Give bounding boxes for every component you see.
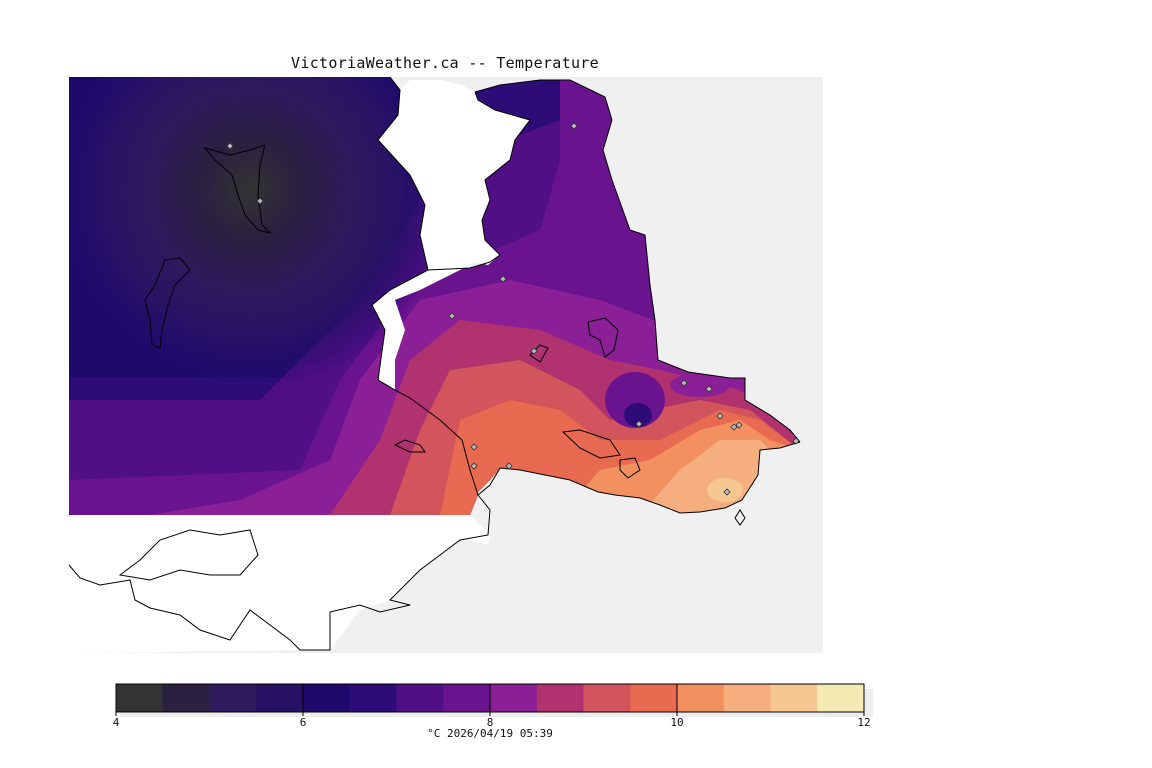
temperature-field: [69, 77, 800, 515]
scale-band: [209, 684, 257, 712]
station-marker: [730, 423, 738, 431]
scale-band: [256, 684, 304, 712]
station-marker: [792, 437, 800, 445]
scale-tick-label: 6: [299, 716, 307, 729]
station-marker: [680, 379, 688, 387]
station-marker: [530, 347, 538, 355]
scale-band: [490, 684, 538, 712]
station-marker: [256, 197, 264, 205]
station-marker: [499, 275, 507, 283]
scale-tick-label: 12: [857, 716, 871, 729]
station-marker: [705, 385, 713, 393]
scale-tick-label: 4: [112, 716, 120, 729]
scale-band: [723, 684, 771, 712]
scale-tick-label: 10: [670, 716, 684, 729]
station-marker: [470, 443, 478, 451]
scale-caption: °C 2026/04/19 05:39: [427, 727, 553, 740]
station-marker: [635, 420, 643, 428]
scale-band: [303, 684, 351, 712]
station-markers: [226, 122, 800, 496]
scale-band: [677, 684, 725, 712]
station-marker: [226, 142, 234, 150]
water-area: [69, 515, 490, 653]
scale-tick-label: 8: [486, 716, 494, 729]
scale-band: [817, 684, 865, 712]
scale-band: [349, 684, 397, 712]
scale-band: [162, 684, 210, 712]
station-marker: [570, 122, 578, 130]
coastlines: [68, 76, 801, 651]
station-marker: [470, 462, 478, 470]
station-marker: [448, 312, 456, 320]
station-marker: [735, 421, 743, 429]
station-marker: [716, 412, 724, 420]
scale-band: [396, 684, 444, 712]
scale-band: [443, 684, 491, 712]
station-marker: [505, 462, 513, 470]
map-title: VictoriaWeather.ca -- Temperature: [291, 54, 599, 72]
scale-band: [583, 684, 631, 712]
scale-band: [116, 684, 164, 712]
station-marker: [723, 488, 731, 496]
scale-band: [630, 684, 678, 712]
scale-band: [770, 684, 818, 712]
scale-band: [536, 684, 584, 712]
